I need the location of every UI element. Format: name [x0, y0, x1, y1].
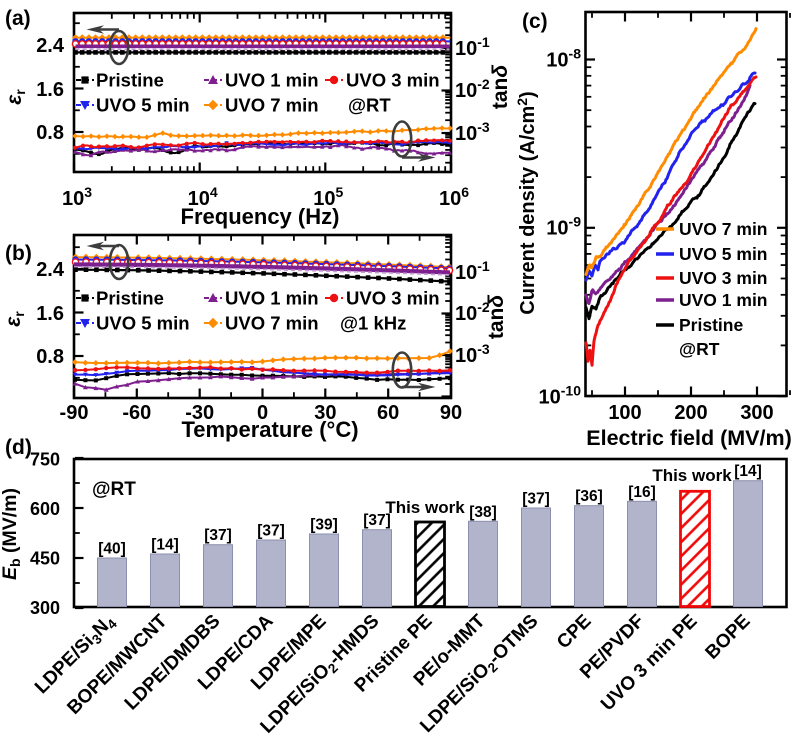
- svg-text:[38]: [38]: [469, 504, 497, 521]
- svg-text:Pristine: Pristine: [679, 315, 743, 335]
- svg-text:100: 100: [608, 402, 641, 424]
- svg-text:tanδ: tanδ: [489, 65, 512, 110]
- svg-text:-90: -90: [60, 402, 89, 424]
- svg-text:[36]: [36]: [575, 488, 603, 505]
- svg-text:Electric field (MV/m): Electric field (MV/m): [586, 426, 792, 450]
- svg-text:@RT: @RT: [348, 95, 391, 116]
- svg-text:UVO 3 min: UVO 3 min: [346, 70, 440, 91]
- svg-text:-60: -60: [122, 402, 151, 424]
- svg-text:Temperature (°C): Temperature (°C): [181, 417, 358, 442]
- svg-text:0: 0: [257, 402, 268, 424]
- svg-text:[37]: [37]: [363, 512, 391, 529]
- svg-text:60: 60: [377, 402, 399, 424]
- svg-text:-30: -30: [185, 402, 214, 424]
- svg-text:600: 600: [30, 499, 60, 519]
- svg-text:@RT: @RT: [92, 479, 136, 500]
- svg-text:450: 450: [30, 549, 60, 569]
- svg-text:300: 300: [30, 598, 60, 618]
- svg-text:[16]: [16]: [628, 484, 656, 501]
- svg-text:UVO 7 min: UVO 7 min: [225, 313, 319, 334]
- svg-text:[14]: [14]: [734, 463, 762, 480]
- svg-text:[14]: [14]: [151, 537, 179, 554]
- svg-text:1.6: 1.6: [36, 303, 64, 325]
- svg-text:750: 750: [30, 450, 60, 470]
- svg-text:@1 kHz: @1 kHz: [340, 313, 406, 334]
- svg-text:εr: εr: [2, 311, 27, 327]
- svg-text:1.6: 1.6: [36, 79, 64, 101]
- svg-text:εr: εr: [3, 89, 28, 105]
- svg-text:(b): (b): [5, 242, 32, 265]
- svg-text:(a): (a): [5, 7, 31, 30]
- svg-text:[40]: [40]: [98, 541, 126, 558]
- svg-text:Frequency (Hz): Frequency (Hz): [181, 204, 340, 229]
- svg-text:UVO 1 min: UVO 1 min: [225, 70, 319, 91]
- svg-text:UVO 3 min: UVO 3 min: [346, 288, 440, 309]
- svg-text:UVO 1 min: UVO 1 min: [679, 290, 768, 310]
- svg-text:tanδ: tanδ: [485, 295, 508, 340]
- svg-text:[37]: [37]: [522, 491, 550, 508]
- svg-text:Current density (A/cm2): Current density (A/cm2): [514, 91, 539, 314]
- svg-text:This work: This work: [652, 466, 732, 485]
- svg-text:UVO 7 min: UVO 7 min: [225, 95, 319, 116]
- svg-text:2.4: 2.4: [36, 259, 65, 281]
- svg-text:0.8: 0.8: [36, 122, 64, 144]
- svg-text:Eb (MV/m): Eb (MV/m): [0, 488, 23, 580]
- svg-text:(d): (d): [5, 436, 32, 459]
- svg-text:UVO 5 min: UVO 5 min: [96, 95, 190, 116]
- svg-text:200: 200: [674, 402, 707, 424]
- svg-text:2.4: 2.4: [36, 35, 65, 57]
- svg-text:[39]: [39]: [310, 517, 338, 534]
- svg-text:30: 30: [314, 402, 336, 424]
- svg-text:@RT: @RT: [679, 339, 720, 359]
- svg-text:UVO 7 min: UVO 7 min: [679, 219, 768, 239]
- svg-text:[37]: [37]: [257, 523, 285, 540]
- svg-text:UVO 5 min: UVO 5 min: [96, 313, 190, 334]
- svg-text:This work: This work: [385, 498, 465, 517]
- svg-text:300: 300: [740, 402, 773, 424]
- svg-text:0.8: 0.8: [36, 346, 64, 368]
- svg-text:UVO 5 min: UVO 5 min: [679, 244, 768, 264]
- svg-text:Pristine: Pristine: [96, 70, 164, 91]
- svg-text:Pristine: Pristine: [96, 288, 164, 309]
- svg-text:UVO 1 min: UVO 1 min: [225, 288, 319, 309]
- svg-text:90: 90: [440, 402, 462, 424]
- svg-text:UVO 3 min: UVO 3 min: [679, 268, 768, 288]
- svg-text:[37]: [37]: [204, 527, 232, 544]
- svg-text:(c): (c): [522, 10, 548, 33]
